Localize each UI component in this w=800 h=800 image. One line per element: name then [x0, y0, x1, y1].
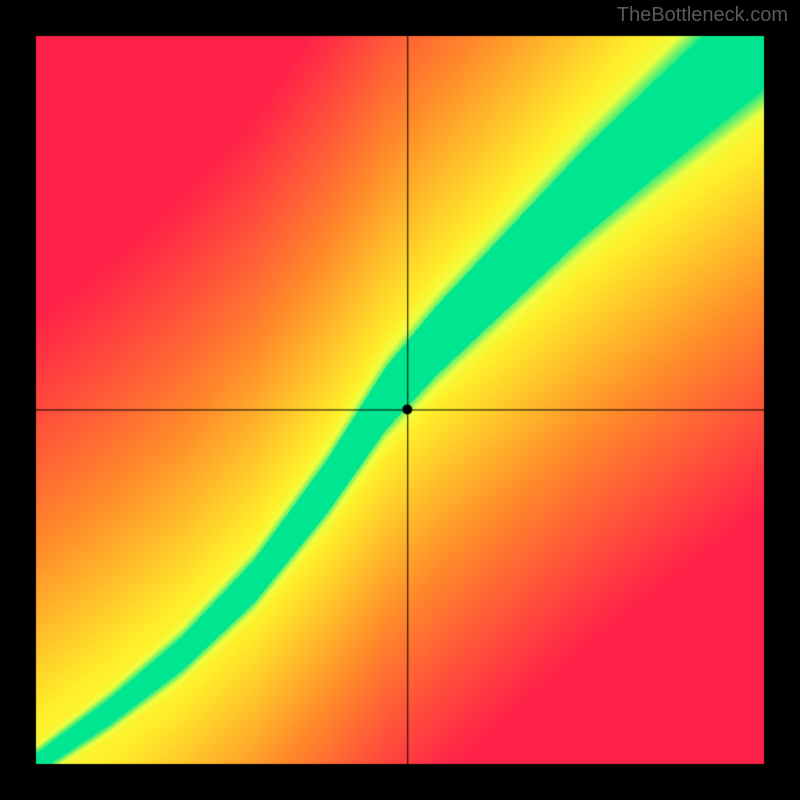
chart-container: TheBottleneck.com	[0, 0, 800, 800]
attribution-text: TheBottleneck.com	[617, 4, 788, 27]
heatmap-canvas	[0, 0, 800, 800]
